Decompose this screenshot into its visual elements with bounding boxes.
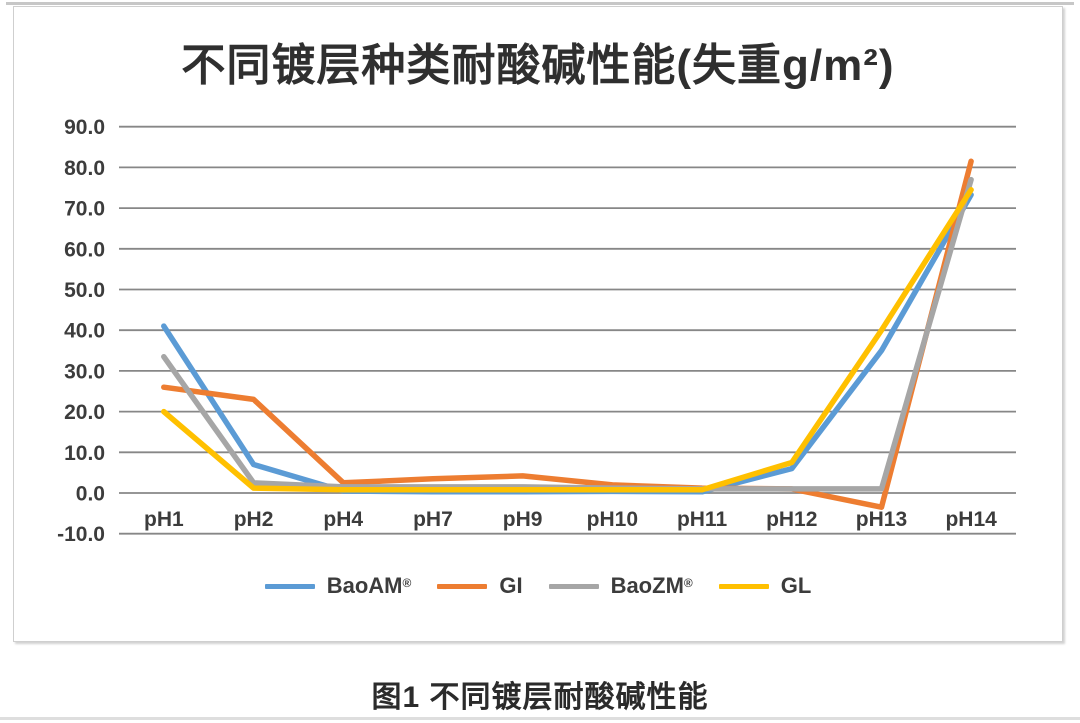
chart-title: 不同镀层种类耐酸碱性能(失重g/m²): [181, 41, 895, 90]
x-tick-label: pH13: [856, 508, 907, 531]
legend-item-GL: GL: [718, 573, 812, 598]
y-tick-label: 90.0: [64, 116, 105, 139]
figure-caption: 图1 不同镀层耐酸碱性能: [371, 681, 709, 714]
legend-label: GL: [780, 573, 812, 598]
registered-mark: ®: [683, 576, 693, 590]
y-tick-label: 10.0: [64, 442, 105, 465]
x-tick-label: pH14: [945, 508, 997, 531]
x-tick-label: pH4: [323, 508, 363, 531]
legend-item-BaoZM: BaoZM®: [548, 573, 693, 598]
legend-swatch-BaoAM: [264, 583, 315, 589]
y-tick-label: 0.0: [76, 483, 105, 506]
x-tick-label: pH2: [234, 508, 274, 531]
legend-label: BaoAM®: [326, 573, 412, 598]
x-tick-label: pH1: [144, 508, 184, 531]
bottom-divider: [0, 717, 1080, 720]
x-tick-label: pH10: [587, 508, 638, 531]
chart-legend: BaoAM® GI BaoZM® GL: [14, 575, 1062, 597]
x-tick-label: pH9: [503, 508, 543, 531]
y-tick-label: 20.0: [64, 401, 105, 424]
legend-item-BaoAM: BaoAM®: [264, 573, 412, 598]
x-tick-label: pH11: [677, 508, 728, 531]
legend-swatch-GL: [718, 583, 769, 589]
x-tick-label: pH7: [413, 508, 453, 531]
chart-card: 不同镀层种类耐酸碱性能(失重g/m²) 90.0 80.0 70.0 60.0 50.0…: [13, 6, 1063, 642]
legend-label: BaoZM®: [610, 573, 693, 598]
y-tick-label: 70.0: [64, 198, 105, 221]
y-tick-label: -10.0: [57, 523, 105, 546]
y-tick-label: 50.0: [64, 279, 105, 302]
y-tick-label: 60.0: [64, 238, 105, 261]
series-line-GL: [161, 187, 974, 493]
y-tick-label: 40.0: [64, 320, 105, 343]
legend-swatch-GI: [437, 583, 488, 589]
legend-item-GI: GI: [437, 573, 523, 598]
series-line-BaoZM: [161, 176, 974, 492]
y-tick-label: 80.0: [64, 157, 105, 180]
y-tick-label: 30.0: [64, 360, 105, 383]
legend-swatch-BaoZM: [548, 583, 599, 589]
series-line-BaoAM: [161, 191, 974, 495]
chart-plot: 90.0 80.0 70.0 60.0 50.0 40.0 30.0 20.0 10.0 0.0 -…: [57, 116, 1016, 546]
x-tick-label: pH12: [766, 508, 817, 531]
top-divider: [6, 2, 1074, 5]
registered-mark: ®: [402, 576, 412, 590]
series-line-GI: [161, 158, 974, 510]
legend-label: GI: [499, 573, 523, 598]
